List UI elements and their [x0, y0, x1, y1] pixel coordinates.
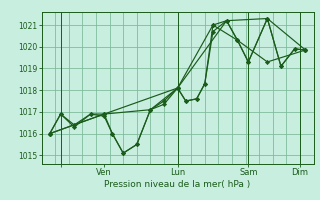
- X-axis label: Pression niveau de la mer( hPa ): Pression niveau de la mer( hPa ): [104, 180, 251, 189]
